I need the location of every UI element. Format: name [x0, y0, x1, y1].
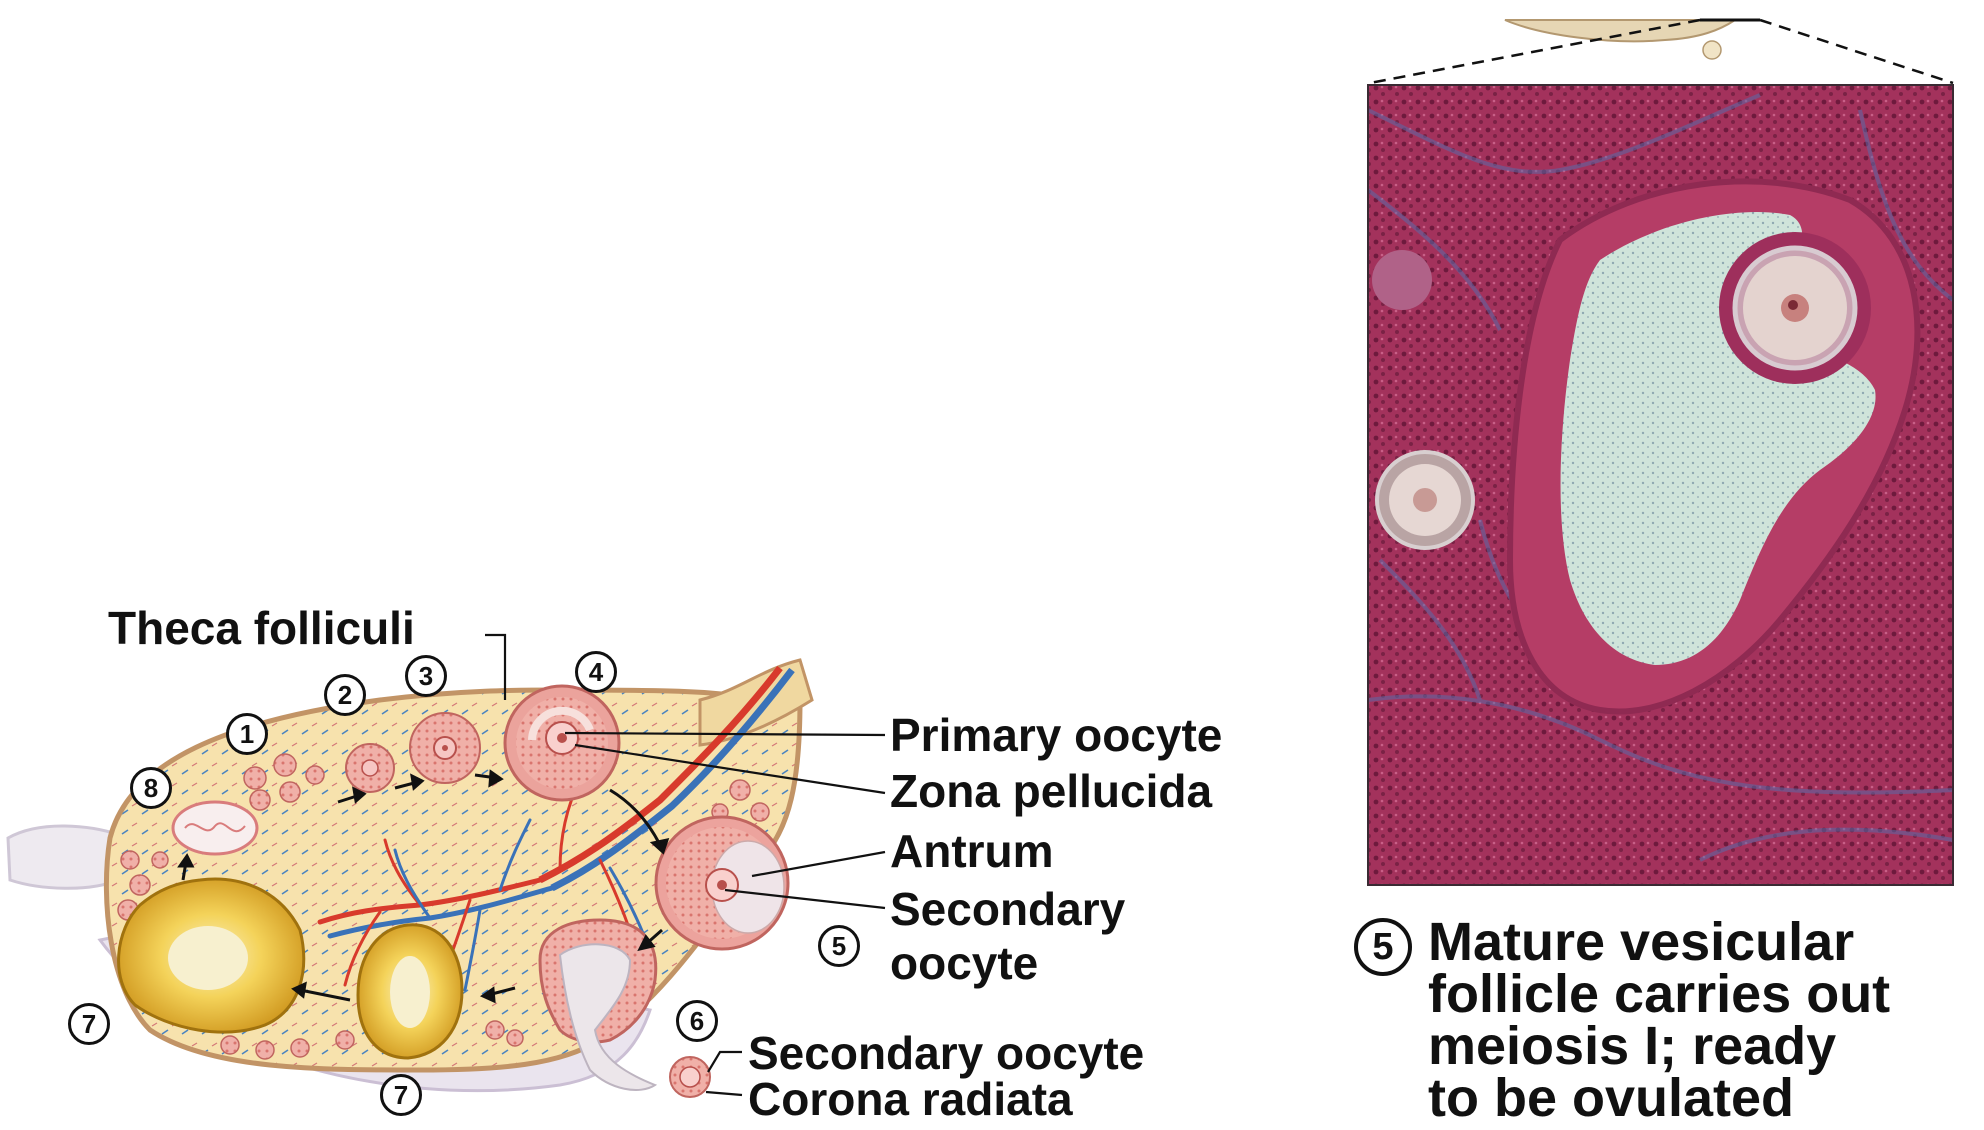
caption-line-3: meiosis I; ready [1428, 1016, 1837, 1076]
label-antrum: Antrum [890, 825, 1054, 877]
vesicular-follicle-micrograph [1367, 18, 1954, 886]
stage-number-1: 1 [226, 713, 268, 755]
micrograph-antrum [1560, 212, 1876, 665]
stage-number-6: 6 [676, 1000, 718, 1042]
stage-number-3: 3 [405, 655, 447, 697]
caption-line-1: Mature vesicular [1428, 912, 1855, 972]
stage-number-2: 2 [324, 674, 366, 716]
label-primary-oocyte: Primary oocyte [890, 709, 1223, 761]
label-theca-folliculi: Theca folliculi [108, 602, 415, 654]
label-zona-pellucida: Zona pellucida [890, 765, 1213, 817]
caption-line-2: follicle carries out [1428, 964, 1891, 1024]
label-secondary-line1: Secondary [890, 883, 1126, 935]
label-secondary-line2: oocyte [890, 937, 1039, 989]
stage-number-4: 4 [575, 651, 617, 693]
caption-line-4: to be ovulated [1428, 1068, 1795, 1128]
stage-number-7-bottom: 7 [380, 1074, 422, 1116]
label-secondary-oocyte: Secondary oocyte [748, 1027, 1145, 1079]
ovary-illustration [6, 633, 886, 1098]
stage-number-7-left: 7 [68, 1003, 110, 1045]
label-corona-radiata: Corona radiata [748, 1073, 1073, 1125]
stage-number-8: 8 [130, 767, 172, 809]
stage-number-5: 5 [818, 925, 860, 967]
caption-number: 5 [1354, 918, 1412, 976]
